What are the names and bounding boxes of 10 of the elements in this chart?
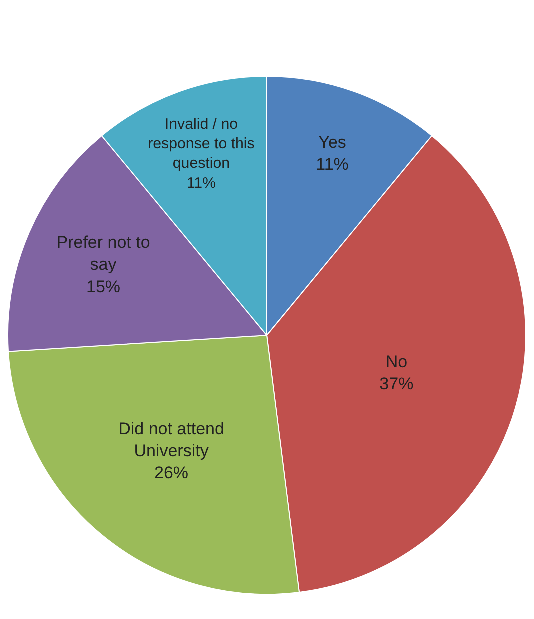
slice-label: Prefer not to say [56,233,150,274]
data-label: 26% [154,464,189,483]
data-label: 11% [186,174,216,192]
slice-label: Did not attend University [118,419,224,460]
slice-label: Invalid / no response to this question [148,116,256,172]
data-label: 15% [86,277,121,296]
data-label: 11% [316,155,349,174]
data-label: 37% [380,374,414,394]
slice-label: Yes [318,132,346,152]
slice-label: No [386,352,408,372]
